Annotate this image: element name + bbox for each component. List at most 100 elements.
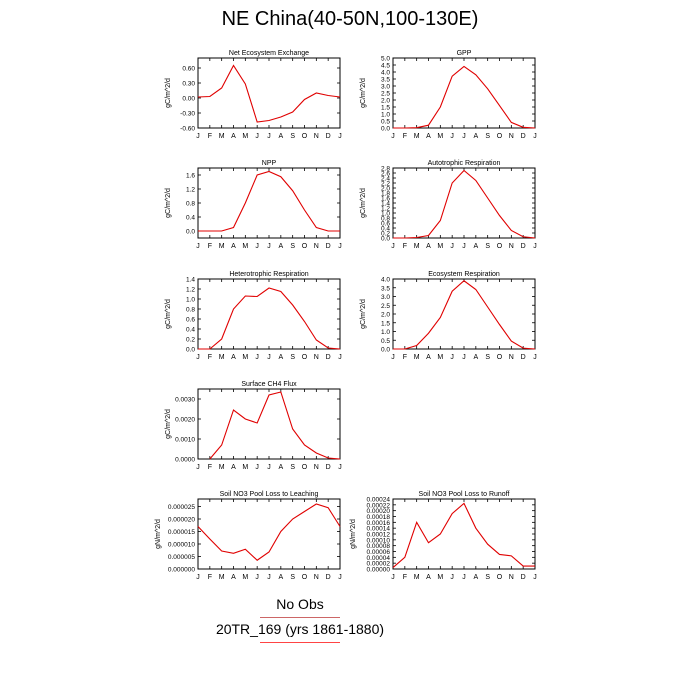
x-tick-label: M: [219, 574, 225, 581]
x-tick-label: J: [267, 243, 271, 250]
panel-title: Ecosystem Respiration: [428, 271, 500, 278]
x-tick-label: A: [426, 133, 431, 140]
series-line: [393, 65, 536, 129]
y-axis-label: gC/m^2/d: [360, 188, 367, 218]
x-tick-label: M: [219, 243, 225, 250]
x-tick-label: S: [485, 354, 490, 361]
x-tick-label: J: [255, 133, 259, 140]
x-tick-label: D: [326, 133, 331, 140]
x-tick-label: A: [278, 243, 283, 250]
plot-frame: [392, 57, 536, 129]
y-tick-label: 5.0: [381, 56, 390, 63]
y-tick-label: 0.00006: [367, 549, 391, 556]
x-tick-label: S: [290, 464, 295, 471]
x-tick-label: M: [437, 133, 443, 140]
x-tick-label: J: [196, 354, 200, 361]
x-tick-label: A: [278, 133, 283, 140]
x-tick-label: M: [414, 133, 420, 140]
y-tick-label: 4.0: [381, 70, 390, 77]
y-tick-label: 0.8: [381, 216, 390, 223]
x-tick-label: S: [290, 574, 295, 581]
x-tick-label: O: [497, 243, 503, 250]
x-tick-label: M: [219, 133, 225, 140]
x-tick-label: A: [231, 464, 236, 471]
x-tick-label: O: [302, 133, 308, 140]
x-tick-label: A: [426, 243, 431, 250]
x-tick-label: J: [255, 464, 259, 471]
y-tick-label: 1.5: [381, 320, 390, 327]
y-tick-label: 1.2: [381, 206, 390, 213]
y-axis-label: gN/m^2/d: [350, 519, 357, 549]
x-tick-label: S: [485, 133, 490, 140]
y-tick-label: 1.5: [381, 105, 390, 112]
x-tick-label: M: [437, 354, 443, 361]
y-tick-label: 0.00000: [367, 567, 391, 574]
x-tick-label: M: [242, 354, 248, 361]
x-tick-label: A: [231, 354, 236, 361]
y-tick-label: 0.0: [381, 347, 390, 354]
x-tick-label: J: [338, 243, 342, 250]
x-tick-label: J: [391, 133, 395, 140]
y-axis-label: gC/m^2/d: [165, 78, 172, 108]
x-tick-label: S: [290, 243, 295, 250]
x-tick-label: N: [314, 243, 319, 250]
series-line: [198, 170, 340, 232]
legend-obs-line: [260, 617, 340, 618]
y-tick-label: 0.00004: [367, 555, 391, 562]
x-tick-label: M: [242, 464, 248, 471]
x-tick-label: O: [497, 574, 503, 581]
y-tick-label: 0.00024: [367, 497, 391, 504]
x-tick-label: J: [462, 574, 466, 581]
x-tick-label: A: [231, 574, 236, 581]
x-tick-label: J: [267, 354, 271, 361]
y-tick-label: 4.5: [381, 63, 390, 70]
panel-title: Soil NO3 Pool Loss to Runoff: [419, 491, 510, 498]
y-tick-label: 2.0: [381, 98, 390, 105]
series-line: [393, 169, 536, 239]
y-tick-label: 2.2: [381, 181, 390, 188]
x-tick-label: J: [338, 133, 342, 140]
series-line: [198, 287, 341, 350]
x-tick-label: J: [338, 464, 342, 471]
x-tick-label: O: [302, 574, 308, 581]
plot-frame: [197, 278, 341, 350]
y-tick-label: 0.000020: [168, 517, 195, 524]
legend-obs-label: No Obs: [276, 596, 324, 612]
x-tick-label: D: [326, 574, 331, 581]
y-tick-label: 0.30: [182, 81, 195, 88]
y-tick-label: 0.0: [381, 126, 390, 133]
x-tick-label: J: [450, 574, 454, 581]
x-tick-label: J: [462, 133, 466, 140]
y-tick-label: 1.4: [381, 201, 390, 208]
x-tick-label: F: [403, 133, 407, 140]
y-tick-label: 2.0: [381, 312, 390, 319]
x-tick-label: A: [231, 243, 236, 250]
y-tick-label: 0.8: [186, 201, 195, 208]
y-axis-label: gC/m^2/d: [360, 78, 367, 108]
y-axis-label: gN/m^2/d: [155, 519, 162, 549]
panel-title: NPP: [262, 160, 277, 167]
y-tick-label: 0.4: [186, 327, 195, 334]
x-tick-label: F: [208, 133, 212, 140]
y-tick-label: 0.5: [381, 338, 390, 345]
x-tick-label: J: [462, 243, 466, 250]
y-tick-label: 0.000005: [168, 554, 195, 561]
y-tick-label: 0.00018: [367, 514, 391, 521]
y-tick-label: 0.0020: [175, 417, 195, 424]
x-tick-label: A: [426, 574, 431, 581]
y-tick-label: 0.5: [381, 119, 390, 126]
x-tick-label: J: [450, 354, 454, 361]
y-tick-label: 2.5: [381, 303, 390, 310]
x-tick-label: D: [521, 574, 526, 581]
x-tick-label: J: [391, 354, 395, 361]
y-tick-label: 0.00002: [367, 561, 391, 568]
x-tick-label: J: [450, 133, 454, 140]
x-tick-label: J: [267, 574, 271, 581]
y-tick-label: 0.4: [381, 226, 390, 233]
x-tick-label: J: [533, 574, 537, 581]
y-tick-label: 0.2: [186, 337, 195, 344]
x-tick-label: J: [338, 354, 342, 361]
y-axis-label: gC/m^2/d: [360, 299, 367, 329]
x-tick-label: F: [208, 464, 212, 471]
y-tick-label: 1.0: [381, 329, 390, 336]
